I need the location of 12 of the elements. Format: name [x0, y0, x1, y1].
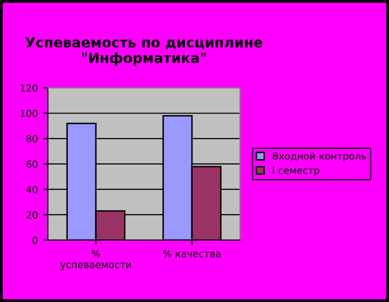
y-tick-label: 0 [32, 236, 38, 244]
y-tick-label: 100 [20, 110, 38, 118]
x-tick-label: % качества [163, 250, 220, 258]
y-tick-label: 20 [26, 211, 38, 219]
legend-label: I семестр [272, 166, 320, 176]
y-tick-label: 80 [26, 135, 38, 142]
y-tick-label: 40 [26, 186, 38, 194]
y-tick-label: 60 [26, 160, 38, 168]
y-tick-label: 120 [20, 84, 38, 92]
x-tick-label: % успеваемости [60, 250, 131, 270]
legend-label: Входной контроль [272, 152, 366, 162]
chart-title: Успеваемость по дисциплине "Информатика" [25, 37, 262, 66]
